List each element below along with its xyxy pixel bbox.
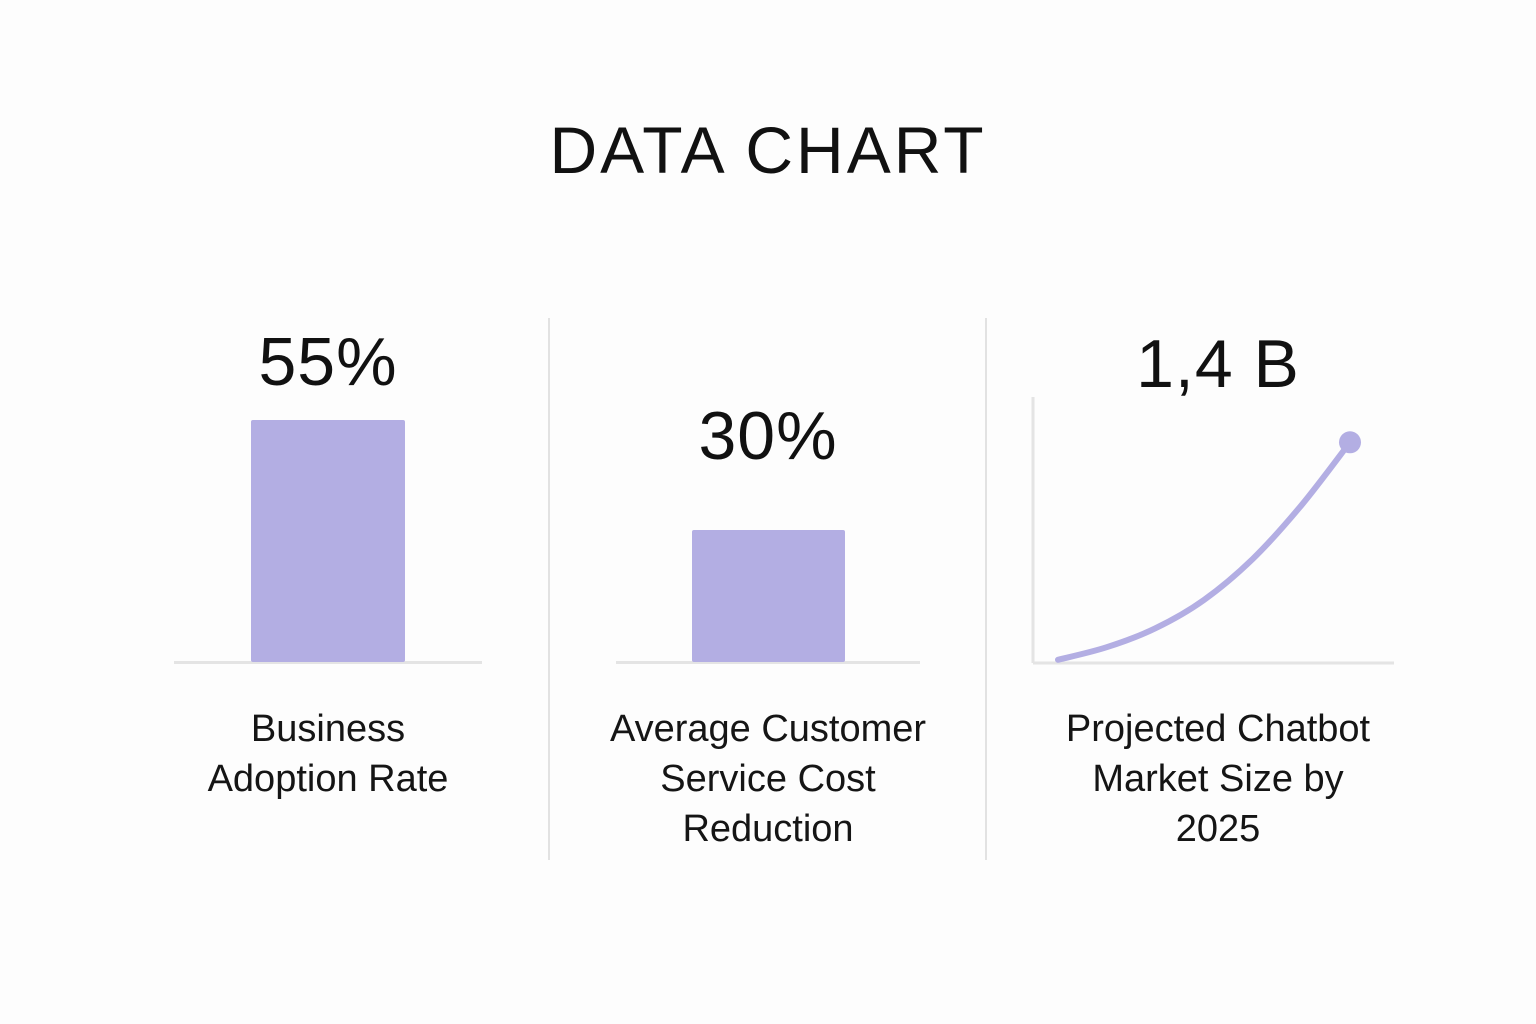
chart-title: DATA CHART [549,113,987,187]
category-label-line: Adoption Rate [207,758,449,800]
series-endpoint-marker [1339,431,1361,454]
value-label: 55% [258,324,398,400]
panel-divider [985,318,987,860]
category-label-line: 2025 [1175,808,1261,850]
category-label-line: Projected Chatbot [1065,708,1371,750]
category-label-line: Service Cost [660,758,876,800]
category-label-line: Average Customer [609,708,927,750]
value-label: 30% [698,398,838,474]
panel-market-size: 1,4 B Projected Chatbot Market Size by 2… [1020,0,1416,1024]
x-axis-baseline [174,661,482,664]
category-label-line: Market Size by [1092,758,1344,800]
category-label-line: Business [250,708,406,750]
panel-divider [548,318,550,860]
line-chart-market-size [1031,397,1394,665]
series-line [1055,439,1353,663]
panel-cost-reduction: 30% Average Customer Service Cost Reduct… [578,0,958,1024]
bar-business-adoption-rate [251,420,405,662]
category-label: Average Customer Service Cost Reduction [578,704,958,854]
panel-business-adoption: 55% Business Adoption Rate [150,0,506,1024]
bar-customer-service-cost-reduction [692,530,845,662]
category-label: Projected Chatbot Market Size by 2025 [1020,704,1416,854]
x-axis-baseline [616,661,920,664]
category-label-line: Reduction [682,808,854,850]
category-label: Business Adoption Rate [150,704,506,804]
value-label: 1,4 B [1136,326,1300,402]
